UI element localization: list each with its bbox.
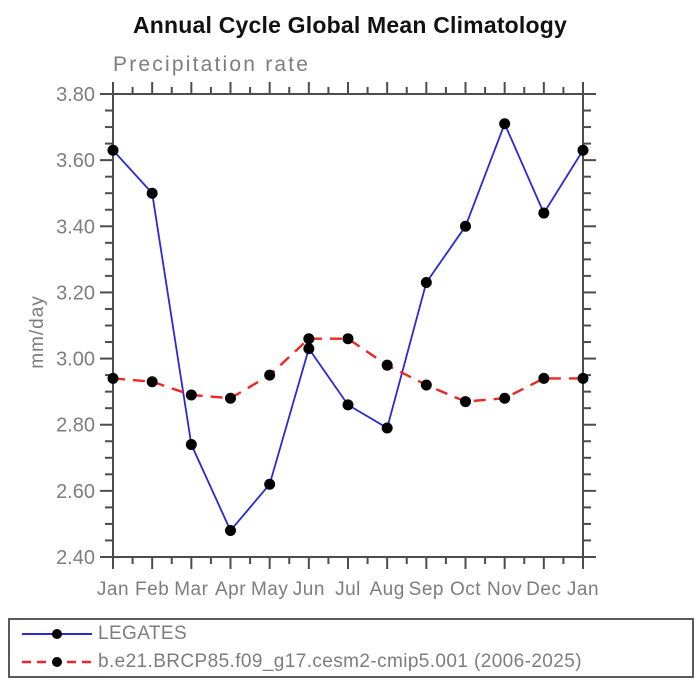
data-point xyxy=(264,369,276,381)
axis-frame xyxy=(112,93,584,558)
x-tick-label: Nov xyxy=(487,579,522,600)
data-point xyxy=(303,343,315,355)
data-point xyxy=(264,478,276,490)
x-tick-label: Oct xyxy=(450,579,481,600)
data-point xyxy=(577,144,589,156)
y-tick-label: 3.40 xyxy=(56,216,95,238)
y-tick-label: 3.00 xyxy=(56,349,95,371)
data-point xyxy=(185,439,197,451)
data-point xyxy=(460,220,471,232)
legend-label: b.e21.BRCP85.f09_g17.cesm2-cmip5.001 (20… xyxy=(98,650,582,672)
data-point xyxy=(225,525,236,537)
data-point xyxy=(499,118,511,130)
y-tick-label: 2.60 xyxy=(56,481,95,503)
data-point xyxy=(146,187,158,199)
series-line-0 xyxy=(112,121,584,533)
x-tick-label: Feb xyxy=(135,579,169,600)
legend-item: LEGATES xyxy=(18,621,692,647)
data-point xyxy=(538,207,550,219)
data-point xyxy=(225,392,236,404)
x-tick-label: Apr xyxy=(215,579,246,600)
data-point xyxy=(303,333,315,345)
data-point xyxy=(460,396,471,408)
data-point xyxy=(107,372,119,384)
x-tick-label: Sep xyxy=(409,579,444,600)
data-point xyxy=(342,399,354,411)
legend-line-sample xyxy=(22,656,92,667)
data-point xyxy=(381,422,393,434)
data-point xyxy=(420,379,432,391)
data-point xyxy=(342,333,354,345)
y-tick-label: 3.80 xyxy=(56,84,95,106)
legend-line-sample xyxy=(22,629,92,640)
x-tick-label: Jul xyxy=(335,579,361,600)
chart-subtitle: Precipitation rate xyxy=(113,53,311,76)
data-point xyxy=(146,376,158,388)
x-tick-label: Jan xyxy=(567,579,599,600)
data-point xyxy=(381,359,393,371)
legend-item: b.e21.BRCP85.f09_g17.cesm2-cmip5.001 (20… xyxy=(18,649,692,675)
data-point xyxy=(577,372,589,384)
x-tick-label: Jan xyxy=(97,579,129,600)
x-tick-label: Dec xyxy=(526,579,561,600)
data-point xyxy=(499,392,511,404)
x-tick-label: Jun xyxy=(293,579,325,600)
y-tick-label: 2.40 xyxy=(56,547,95,569)
data-point xyxy=(538,372,550,384)
x-tick-label: Mar xyxy=(174,579,208,600)
plot-area: Jan Feb Mar Apr May Jun Jul Aug Sep Oct Nov Dec Jan2… xyxy=(56,82,599,600)
legend-box: LEGATES b.e21.BRCP85.f09_g17.cesm2-cmip5.… xyxy=(8,618,694,678)
data-point xyxy=(420,277,432,289)
data-point xyxy=(185,389,197,401)
y-tick-label: 3.20 xyxy=(56,282,95,304)
x-tick-label: Aug xyxy=(370,579,405,600)
legend-label: LEGATES xyxy=(98,623,188,645)
data-point xyxy=(107,144,119,156)
y-tick-label: 2.80 xyxy=(56,415,95,437)
chart-title: Annual Cycle Global Mean Climatology xyxy=(132,12,568,38)
y-tick-label: 3.60 xyxy=(56,150,95,172)
x-tick-label: May xyxy=(251,579,288,600)
